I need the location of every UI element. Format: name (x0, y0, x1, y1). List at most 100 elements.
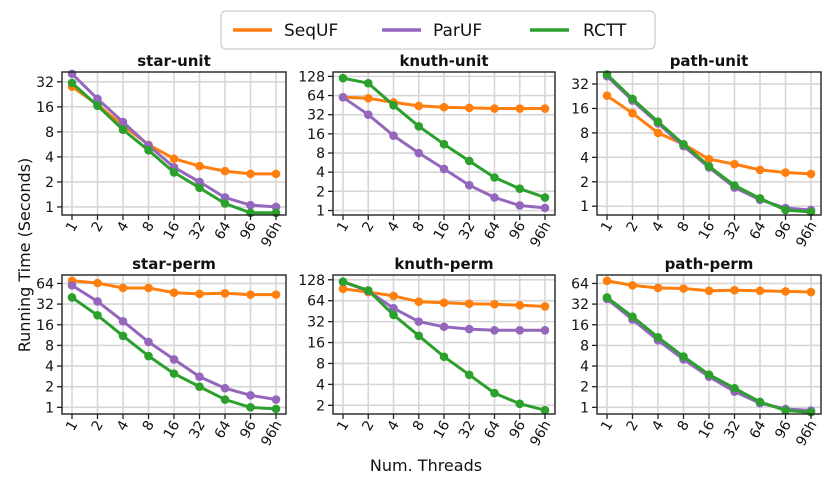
series-rctt (338, 277, 550, 415)
data-point-sequf (515, 104, 525, 113)
x-tick-label: 4 (385, 418, 403, 434)
data-point-rctt (653, 333, 663, 342)
data-point-paruf (515, 201, 525, 210)
legend-frame (220, 10, 656, 50)
x-tick-label: 4 (385, 219, 403, 235)
x-tick-label: 16 (431, 418, 454, 442)
data-point-paruf (464, 324, 474, 334)
data-point-sequf (628, 281, 637, 290)
data-point-paruf (118, 117, 128, 127)
data-point-sequf (755, 165, 765, 175)
y-tick-label: 4 (580, 150, 589, 166)
x-axis-label: Num. Threads (370, 456, 482, 475)
data-point-paruf (363, 110, 373, 120)
y-tick-label: 128 (298, 273, 325, 289)
x-tick-label: 96 (506, 219, 529, 243)
data-point-sequf (806, 169, 816, 179)
data-point-paruf (490, 193, 499, 202)
x-tick-label: 8 (410, 418, 428, 434)
y-tick-label: 4 (45, 359, 54, 375)
data-point-sequf (540, 104, 550, 113)
x-tick-label: 1 (63, 219, 81, 235)
x-tick-label: 4 (114, 219, 132, 235)
data-point-paruf (118, 316, 128, 326)
data-point-rctt (93, 101, 102, 111)
data-point-sequf (464, 299, 474, 308)
data-point-rctt (363, 286, 373, 295)
series-rctt (602, 70, 816, 217)
x-tick-label: 8 (675, 418, 693, 434)
subplot-title-star-perm: star-perm (132, 255, 216, 273)
y-tick-label: 1 (580, 199, 589, 215)
data-point-paruf (93, 94, 102, 104)
data-point-rctt (246, 403, 255, 412)
series-sequf (338, 284, 550, 311)
data-point-sequf (169, 154, 179, 164)
data-point-rctt (490, 173, 499, 182)
y-tick-label: 8 (580, 338, 589, 354)
x-tick-label: 2 (359, 418, 377, 434)
data-point-rctt (271, 404, 281, 414)
data-point-rctt (540, 405, 550, 415)
x-tick-label: 96h (793, 418, 820, 449)
data-point-rctt (338, 73, 348, 83)
data-point-sequf (602, 91, 612, 100)
x-tick-label: 16 (431, 219, 454, 243)
data-point-paruf (271, 395, 281, 404)
data-point-rctt (464, 156, 474, 166)
x-tick-label: 96 (772, 418, 795, 442)
x-tick-label: 64 (481, 219, 504, 243)
data-point-rctt (118, 125, 128, 134)
subplot-title-star-unit: star-unit (137, 52, 211, 70)
x-tick-label: 96 (237, 418, 260, 442)
y-tick-label: 8 (45, 125, 54, 141)
x-tick-label: 4 (649, 219, 667, 235)
data-point-sequf (730, 285, 739, 295)
series-sequf (602, 276, 816, 297)
x-tick-label: 64 (747, 418, 770, 442)
data-point-sequf (464, 103, 474, 113)
x-tick-label: 64 (212, 219, 235, 243)
data-point-rctt (118, 331, 128, 341)
x-tick-label: 2 (624, 219, 642, 235)
y-tick-label: 8 (316, 146, 325, 162)
y-tick-label: 64 (571, 276, 589, 292)
y-tick-label: 4 (316, 165, 325, 181)
x-tick-label: 1 (334, 418, 352, 434)
y-tick-label: 32 (571, 297, 589, 313)
y-tick-label: 16 (571, 101, 589, 117)
data-point-rctt (169, 168, 179, 177)
x-tick-label: 16 (161, 219, 184, 243)
series-rctt (602, 293, 816, 417)
data-point-rctt (540, 193, 550, 202)
x-tick-label: 32 (721, 219, 744, 242)
x-tick-label: 8 (140, 418, 158, 434)
data-point-paruf (389, 303, 398, 313)
data-point-rctt (515, 399, 525, 409)
y-tick-label: 4 (580, 359, 589, 375)
data-point-sequf (118, 283, 128, 293)
y-tick-label: 32 (307, 315, 325, 331)
data-point-rctt (220, 199, 230, 208)
series-rctt (338, 73, 550, 202)
x-tick-label: 96h (258, 219, 285, 250)
series-sequf (67, 276, 281, 299)
y-tick-label: 32 (571, 77, 589, 93)
data-point-sequf (755, 286, 765, 296)
data-point-sequf (246, 169, 255, 179)
data-point-rctt (67, 293, 77, 302)
data-point-rctt (755, 194, 765, 203)
data-point-rctt (515, 184, 525, 194)
data-point-rctt (389, 310, 398, 320)
data-point-rctt (414, 122, 424, 131)
data-point-rctt (144, 146, 153, 155)
data-point-rctt (363, 78, 373, 88)
data-point-sequf (490, 299, 499, 309)
data-point-rctt (653, 117, 663, 126)
x-tick-label: 1 (63, 418, 81, 434)
